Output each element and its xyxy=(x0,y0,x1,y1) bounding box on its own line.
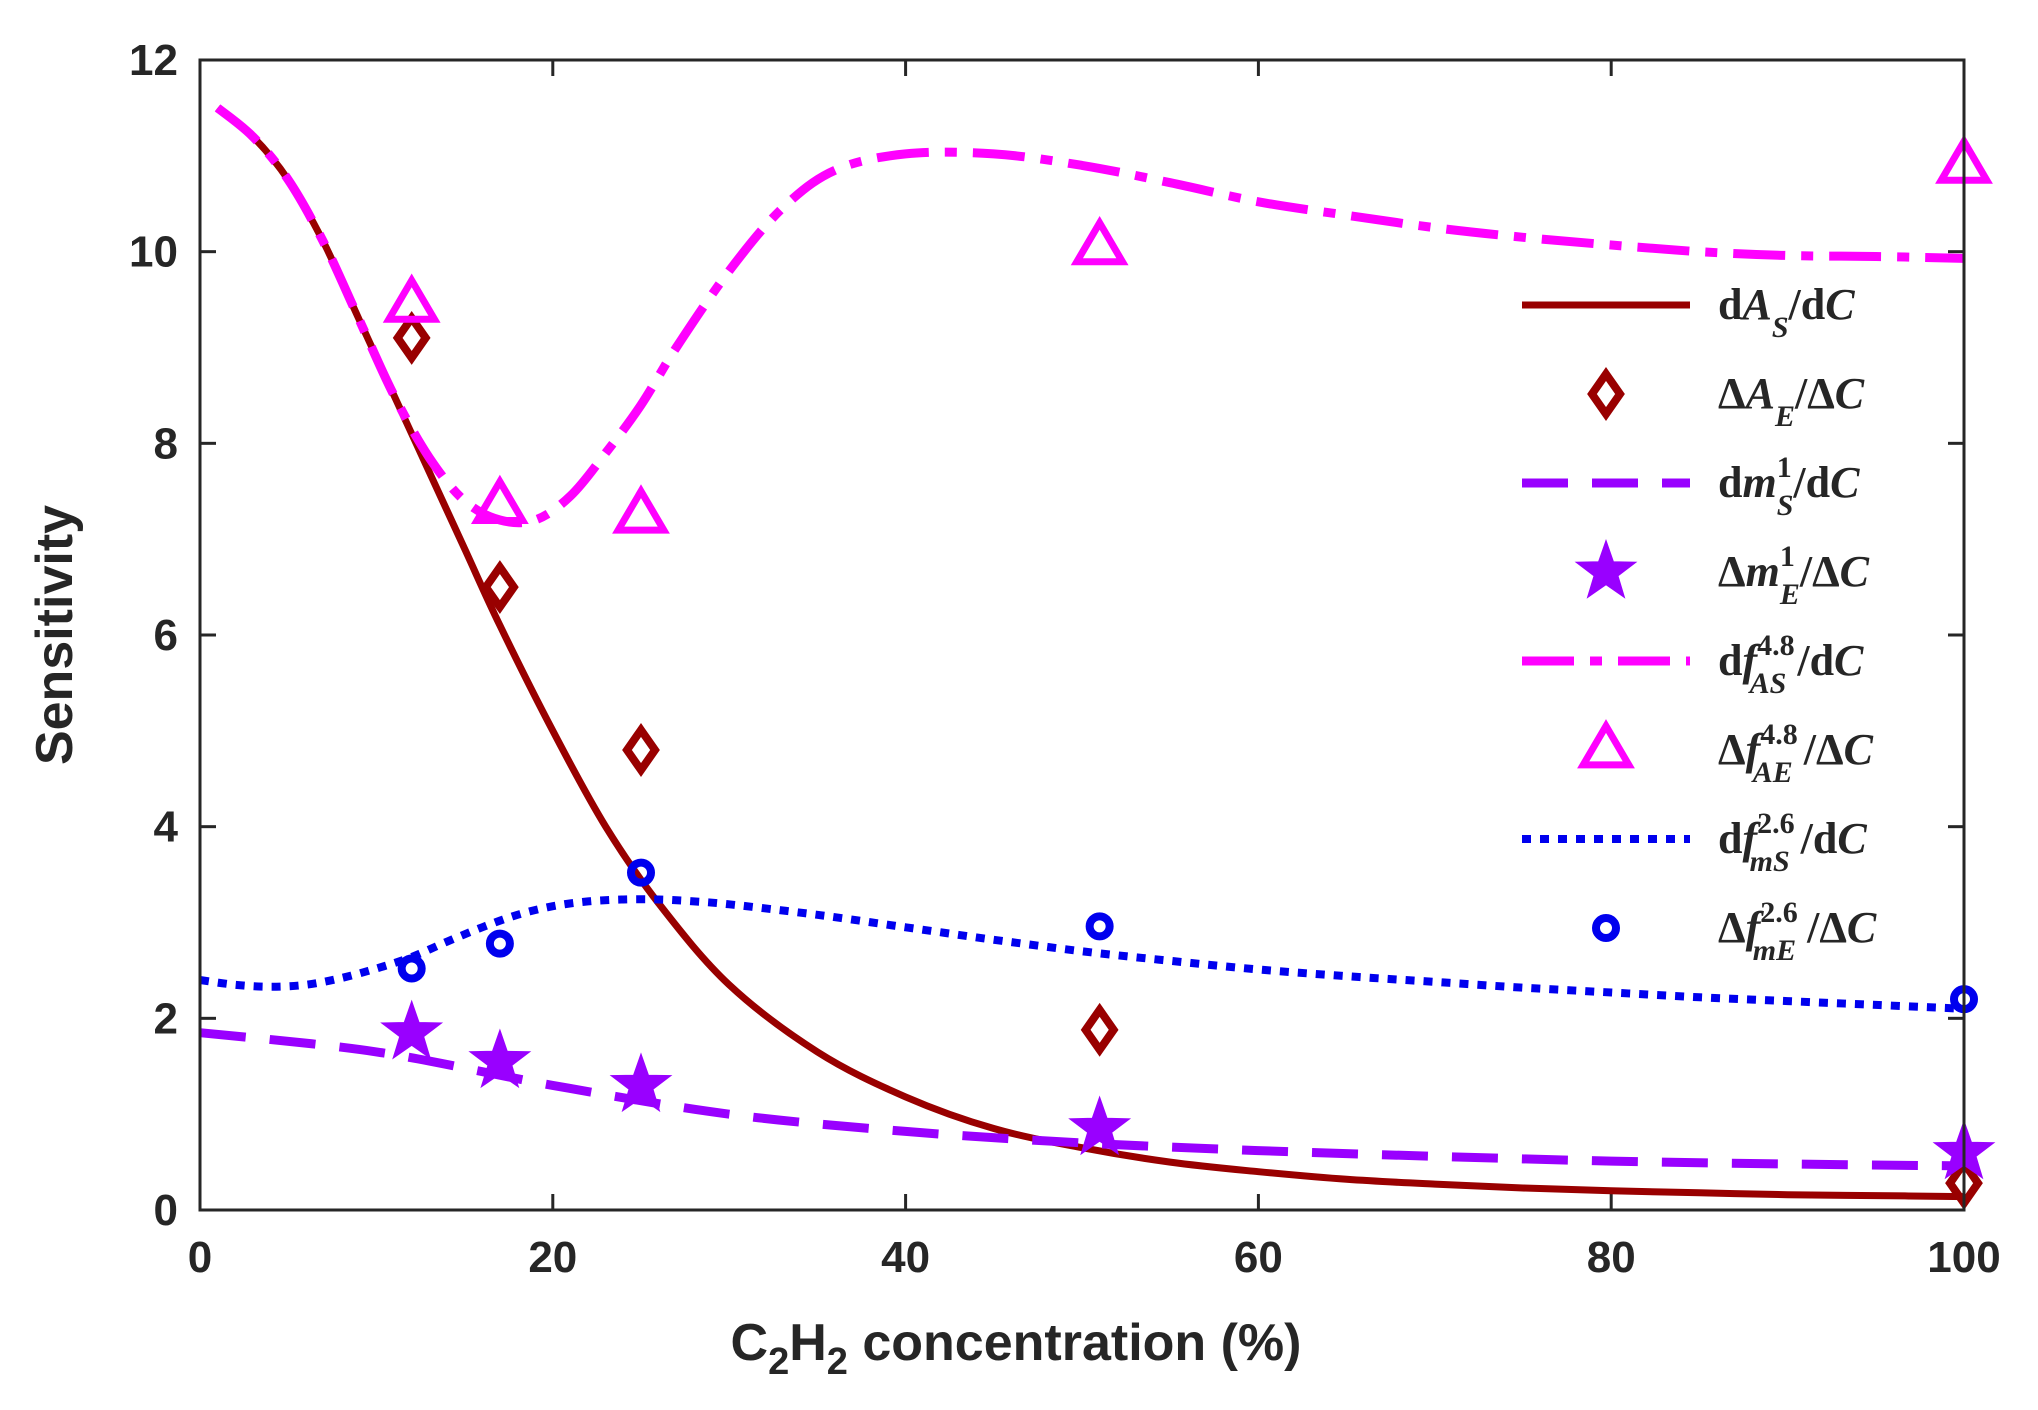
legend-label: dm1 S/dC xyxy=(1718,451,1860,522)
legend-item: ΔAE/ΔC xyxy=(1587,367,1865,433)
legend-marker-swatch xyxy=(1592,914,1620,942)
legend-item: Δf4.8 AE/ΔC xyxy=(1577,718,1874,789)
series-8-point xyxy=(397,954,426,983)
legend-label: dAS/dC xyxy=(1718,280,1855,344)
legend-item: df4.8 AS/dC xyxy=(1522,629,1864,700)
series-2-point xyxy=(1080,1002,1119,1057)
series-4-point xyxy=(380,999,444,1060)
legend-label: df4.8 AS/dC xyxy=(1718,629,1864,700)
series-2-point xyxy=(622,723,660,777)
y-tick-label: 12 xyxy=(129,36,178,85)
series-7-line xyxy=(199,895,1965,1013)
legend-label: Δf2.6 mE/ΔC xyxy=(1718,896,1877,967)
plot-frame xyxy=(198,58,1966,1212)
series-8-point xyxy=(485,929,514,958)
series-8-point xyxy=(1085,912,1114,941)
series-6-point xyxy=(612,484,670,534)
legend-label: Δf4.8 AE/ΔC xyxy=(1718,718,1874,789)
y-tick-label: 4 xyxy=(154,803,179,852)
legend-item: dm1 S/dC xyxy=(1522,451,1860,522)
series-6-point xyxy=(1070,215,1129,266)
y-tick-label: 8 xyxy=(154,419,178,468)
y-tick-label: 10 xyxy=(129,228,178,277)
legend-label: df2.6 mS/dC xyxy=(1718,807,1867,878)
x-tick-label: 40 xyxy=(881,1233,930,1282)
y-tick-label: 6 xyxy=(154,611,178,660)
legend-label: ΔAE/ΔC xyxy=(1718,369,1865,433)
series-4-point xyxy=(1068,1095,1132,1156)
legend: dAS/dC ΔAE/ΔC dm1 S/dC Δm1 E/ΔC df4.8 AS/dC Δf4.… xyxy=(1522,280,1877,967)
x-tick-label: 80 xyxy=(1587,1233,1636,1282)
x-axis-label-c: C xyxy=(731,1314,769,1372)
series-6-point xyxy=(470,474,529,525)
y-axis-label: Sensitivity xyxy=(26,505,84,765)
legend-item: df2.6 mS/dC xyxy=(1522,807,1867,878)
x-tick-label: 100 xyxy=(1927,1233,2000,1282)
series-4-point xyxy=(609,1052,673,1113)
y-tick-label: 2 xyxy=(154,994,178,1043)
legend-marker-swatch xyxy=(1574,538,1638,599)
x-tick-label: 0 xyxy=(188,1233,212,1282)
axis-ticks: 0 20 40 60 80 100 0 2 4 6 8 10 12 xyxy=(129,36,2001,1282)
legend-item: Δm1 E/ΔC xyxy=(1574,538,1870,611)
series-2-point xyxy=(480,560,519,615)
x-axis-label-h: H xyxy=(789,1314,827,1372)
legend-marker-swatch xyxy=(1577,719,1635,769)
series-2-point xyxy=(392,310,431,365)
plot-background xyxy=(200,60,1964,1210)
x-axis-label-sub1: 2 xyxy=(768,1341,789,1383)
x-axis-label-sub2: 2 xyxy=(827,1341,848,1383)
x-axis-label-rest: concentration (%) xyxy=(848,1314,1302,1372)
y-tick-label: 0 xyxy=(154,1186,178,1235)
legend-marker-swatch xyxy=(1587,367,1625,421)
x-axis-label: C2H2 concentration (%) xyxy=(731,1314,1302,1383)
series-4-point xyxy=(468,1028,532,1089)
x-tick-label: 20 xyxy=(528,1233,577,1282)
series-5-line xyxy=(214,104,1965,528)
series-6-point xyxy=(382,273,441,323)
x-tick-label: 60 xyxy=(1234,1233,1283,1282)
legend-label: Δm1 E/ΔC xyxy=(1718,540,1870,611)
legend-item: dAS/dC xyxy=(1522,280,1855,344)
series-8-point xyxy=(627,858,655,887)
legend-item: Δf2.6 mE/ΔC xyxy=(1592,896,1877,967)
